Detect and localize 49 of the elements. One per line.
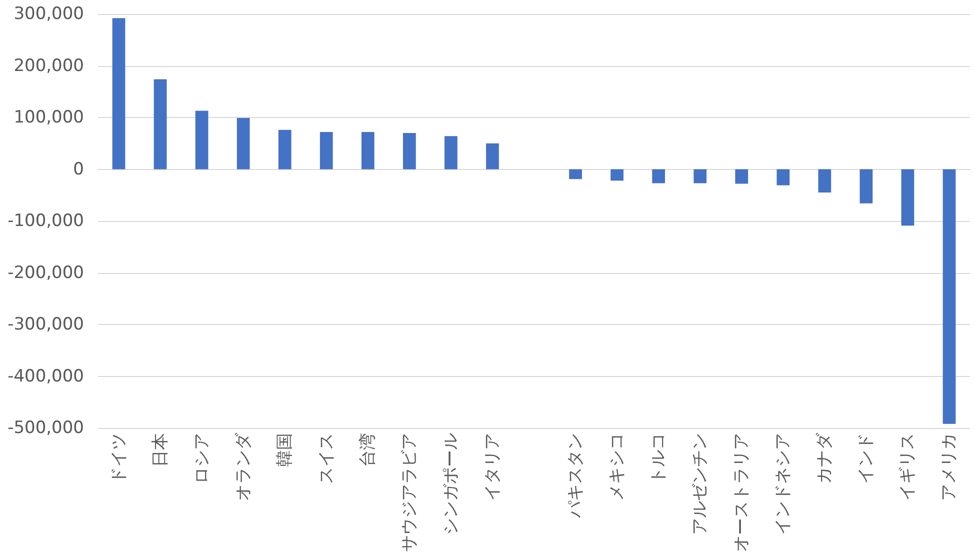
bar (652, 169, 666, 184)
bar (486, 143, 499, 170)
bar (236, 118, 250, 170)
y-tick-label: 100,000 (14, 108, 84, 128)
bar (694, 169, 707, 184)
x-tick-label: トルコ (648, 433, 669, 484)
x-tick-label: イタリア (482, 433, 502, 501)
bar (154, 79, 167, 170)
bar (112, 18, 126, 170)
y-tick-label: -400,000 (8, 366, 84, 386)
y-tick-label: -500,000 (8, 418, 84, 438)
bar (195, 110, 208, 170)
x-tick-label: アルゼンチン (690, 433, 710, 535)
x-tick-label: サウジアラビア (399, 433, 420, 552)
bar (942, 169, 956, 424)
bar (776, 169, 790, 186)
y-tick-label: 300,000 (14, 4, 84, 24)
x-tick-label: オーストラリア (732, 433, 752, 552)
x-tick-label: インドネシア (773, 433, 794, 535)
x-tick-label: 韓国 (274, 433, 295, 467)
x-tick-label: オランダ (233, 432, 254, 501)
bar (818, 169, 832, 193)
bar (361, 132, 374, 170)
x-tick-label: イギリス (898, 433, 918, 501)
y-tick-label: -200,000 (8, 262, 84, 283)
x-tick-label: カナダ (814, 432, 835, 484)
x-tick-label: パキスタン (566, 433, 586, 519)
x-tick-label: ドイツ (108, 433, 129, 484)
bar (735, 169, 748, 184)
y-tick-label: 0 (73, 159, 84, 180)
x-tick-label: メキシコ (607, 433, 628, 501)
bar (860, 169, 873, 204)
x-tick-label: ロシア (192, 433, 212, 484)
x-tick-label: インド (856, 433, 876, 484)
bar (320, 132, 333, 170)
x-tick-label: アメリカ (939, 433, 960, 501)
x-tick-label: スイス (316, 433, 336, 484)
bar (402, 133, 416, 170)
bar (278, 130, 292, 170)
bar (901, 169, 914, 226)
x-tick-label: シンガポール (440, 433, 461, 535)
y-tick-label: -100,000 (8, 211, 84, 231)
y-tick-label: 200,000 (14, 56, 84, 76)
x-tick-label: 台湾 (358, 433, 378, 467)
y-tick-label: -300,000 (8, 314, 84, 334)
bar (610, 169, 624, 181)
bar (444, 136, 458, 170)
x-tick-label: 日本 (150, 433, 170, 467)
bar (569, 169, 582, 180)
